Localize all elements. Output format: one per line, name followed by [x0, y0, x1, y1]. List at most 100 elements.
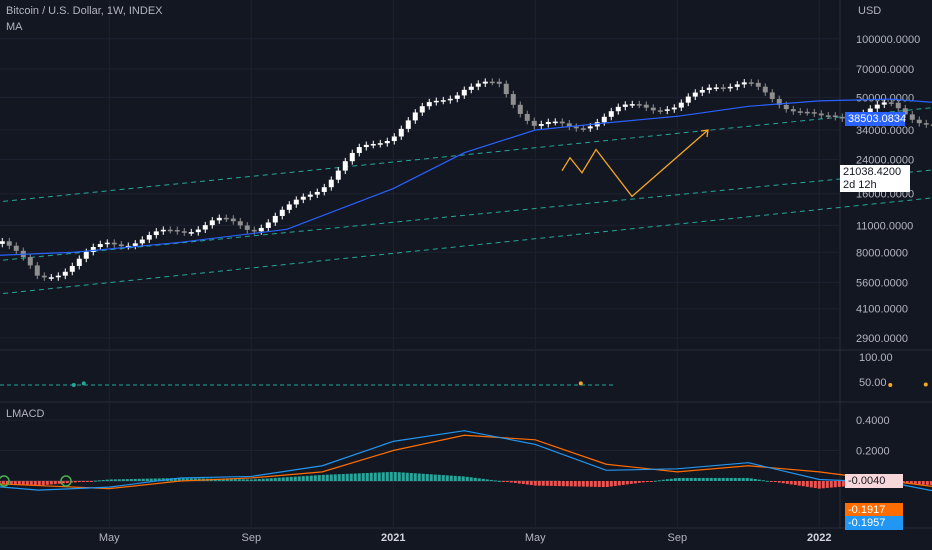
macd-histogram-bar: [457, 476, 461, 481]
candle-body: [244, 225, 250, 230]
candle-body: [748, 82, 754, 84]
macd-histogram-bar: [713, 477, 717, 481]
macd-histogram-bar: [421, 473, 425, 481]
macd-histogram-bar: [637, 481, 641, 483]
macd-histogram-bar: [773, 481, 777, 483]
projection-path: [561, 129, 709, 198]
macd-histogram-bar: [309, 475, 313, 481]
osc-mid-label: 50.00: [859, 377, 887, 389]
macd-histogram-bar: [349, 473, 353, 481]
candle-body: [300, 196, 306, 200]
ma-indicator-label[interactable]: MA: [6, 21, 23, 33]
candle-body: [76, 258, 82, 266]
macd-histogram-bar: [841, 481, 845, 487]
candle-body: [657, 110, 663, 112]
macd-histogram-bar: [85, 481, 89, 482]
candle-body: [62, 271, 68, 276]
candle-body: [552, 121, 558, 124]
macd-histogram-bar: [273, 477, 277, 481]
macd-histogram-bar: [817, 481, 821, 489]
candle-body: [783, 104, 789, 110]
candle-body: [923, 123, 929, 125]
macd-histogram-bar: [681, 477, 685, 481]
candle-body: [608, 111, 614, 117]
macd-histogram-bar: [133, 478, 137, 481]
candle-body: [601, 116, 607, 123]
osc-top-label: 100.00: [859, 352, 893, 364]
macd-histogram-bar: [193, 478, 197, 481]
macd-histogram-bar: [789, 481, 793, 485]
candle-body: [167, 229, 173, 232]
macd-histogram-bar: [77, 481, 81, 483]
candle-body: [279, 209, 285, 216]
macd-histogram-bar: [829, 481, 833, 488]
macd-histogram-bar: [233, 479, 237, 481]
candle-body: [356, 147, 362, 153]
candle-body: [902, 108, 908, 115]
candle-body: [13, 245, 19, 251]
candle-body: [202, 225, 208, 230]
candle-body: [237, 221, 243, 226]
macd-histogram-bar: [341, 473, 345, 481]
candle-body: [384, 141, 390, 144]
macd-signal-line: [0, 434, 932, 490]
candle-body: [251, 229, 257, 232]
macd-histogram-bar: [453, 475, 457, 481]
macd-histogram-bar: [553, 481, 557, 487]
macd-histogram-bar: [797, 481, 801, 486]
candle-body: [503, 83, 509, 95]
macd-histogram-bar: [609, 481, 613, 487]
macd-histogram-bar: [613, 481, 617, 486]
candle-body: [517, 104, 523, 114]
macd-histogram-bar: [581, 481, 585, 487]
macd-histogram-bar: [621, 481, 625, 485]
macd-histogram-bar: [645, 481, 649, 482]
candle-body: [377, 143, 383, 145]
macd-histogram-bar: [749, 478, 753, 481]
macd-histogram-bar: [97, 480, 101, 482]
macd-histogram-bar: [173, 478, 177, 481]
y-tick-label: 24000.0000: [856, 154, 914, 166]
candle-body: [132, 243, 138, 246]
candle-body: [398, 128, 404, 137]
macd-histogram-bar: [793, 481, 797, 486]
candle-body: [895, 102, 901, 109]
countdown-label: 2d 12h: [840, 178, 910, 192]
candle-body: [223, 217, 229, 220]
candle-body: [6, 241, 12, 246]
macd-histogram-bar: [449, 475, 453, 481]
macd-cross-marker: [0, 475, 10, 487]
macd-histogram-bar: [761, 480, 765, 482]
candle-body: [104, 242, 110, 245]
macd-histogram-bar: [141, 478, 145, 481]
macd-histogram-bar: [429, 474, 433, 481]
macd-histogram-bar: [905, 481, 909, 484]
macd-histogram-bar: [673, 478, 677, 481]
macd-histogram-bar: [525, 481, 529, 485]
macd-histogram-bar: [417, 473, 421, 481]
macd-histogram-bar: [269, 478, 273, 481]
macd-histogram-bar: [337, 474, 341, 481]
candle-body: [461, 89, 467, 96]
macd-histogram-bar: [617, 481, 621, 486]
macd-y-tick-label: 0.4000: [856, 415, 890, 427]
candle-body: [727, 86, 733, 89]
macd-histogram-bar: [333, 474, 337, 481]
y-tick-label: 100000.0000: [856, 34, 920, 46]
currency-label: USD: [858, 5, 882, 17]
candle-body: [713, 87, 719, 89]
macd-histogram-bar: [837, 481, 841, 487]
lmacd-indicator-label[interactable]: LMACD: [6, 408, 45, 420]
macd-histogram-bar: [721, 477, 725, 481]
candle-body: [545, 121, 551, 125]
x-tick-label: May: [525, 532, 546, 544]
y-tick-label: 8000.0000: [856, 247, 908, 259]
channel-line: [0, 169, 932, 261]
macd-histogram-bar: [285, 477, 289, 481]
candle-body: [685, 96, 691, 103]
macd-histogram-bar: [737, 477, 741, 481]
macd-histogram-bar: [521, 481, 525, 485]
candle-body: [678, 102, 684, 108]
macd-histogram-bar: [1, 481, 5, 485]
